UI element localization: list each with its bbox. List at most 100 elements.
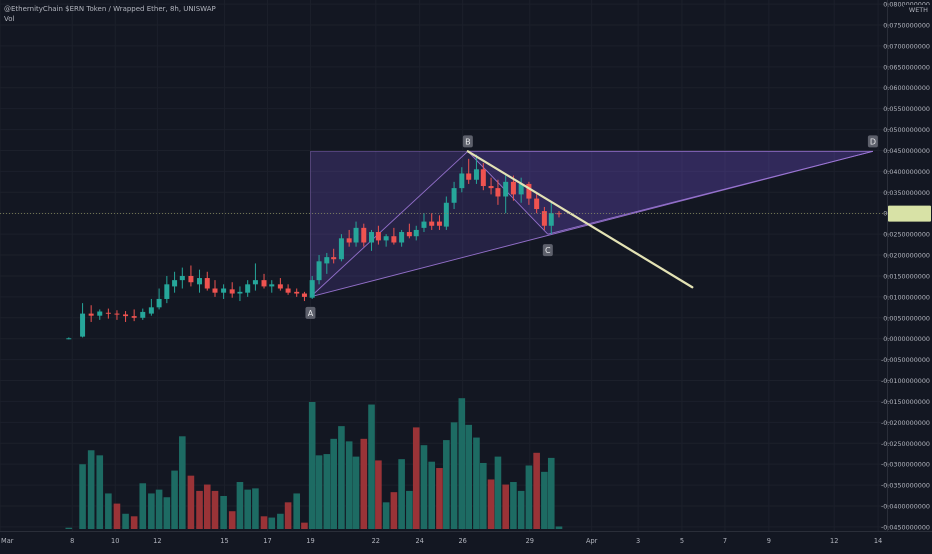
volume-bar xyxy=(502,484,509,529)
candle[interactable] xyxy=(338,234,344,262)
volume-bar xyxy=(155,489,163,529)
candle[interactable] xyxy=(172,271,178,293)
candle[interactable] xyxy=(204,271,210,291)
candle[interactable] xyxy=(97,309,103,320)
candle-body xyxy=(556,213,562,215)
pattern-point-label: D xyxy=(870,137,876,146)
candle[interactable] xyxy=(495,179,501,205)
candle[interactable] xyxy=(229,282,235,298)
volume-bar xyxy=(533,452,540,529)
candle[interactable] xyxy=(66,337,72,340)
candle[interactable] xyxy=(353,221,359,247)
pattern-point-c[interactable]: C xyxy=(542,244,553,257)
candle[interactable] xyxy=(88,305,94,322)
candle[interactable] xyxy=(541,206,547,230)
candle[interactable] xyxy=(285,284,291,295)
candle[interactable] xyxy=(459,167,465,193)
candle[interactable] xyxy=(212,280,218,297)
volume-bar xyxy=(293,493,300,529)
candle[interactable] xyxy=(556,211,562,218)
volume-bar xyxy=(428,461,436,529)
candle[interactable] xyxy=(406,223,412,239)
candle[interactable] xyxy=(301,291,307,302)
candle[interactable] xyxy=(316,255,322,285)
candle[interactable] xyxy=(518,177,524,203)
candle[interactable] xyxy=(105,308,111,319)
candle[interactable] xyxy=(375,225,381,245)
price-tick-label: -0.0450000000 xyxy=(881,523,930,531)
volume-bar xyxy=(338,426,345,529)
price-axis[interactable]: 0.0800000000 0.0750000000 0.0700000000 0.06… xyxy=(881,0,932,550)
candle-body xyxy=(197,278,203,285)
candle[interactable] xyxy=(252,263,258,291)
candle[interactable] xyxy=(269,280,275,293)
candle[interactable] xyxy=(383,234,389,247)
candle[interactable] xyxy=(488,177,494,195)
trend-line[interactable] xyxy=(466,150,694,289)
candle[interactable] xyxy=(148,298,154,316)
candle[interactable] xyxy=(443,196,449,230)
candle[interactable] xyxy=(369,229,375,251)
volume-bar xyxy=(517,490,525,529)
symbol-title[interactable]: @EthernityChain $ERN Token / Wrapped Eth… xyxy=(4,5,216,13)
candle[interactable] xyxy=(179,267,185,289)
candle[interactable] xyxy=(197,269,203,293)
time-tick-label: 10 xyxy=(111,537,119,545)
pattern-point-a[interactable]: A xyxy=(305,306,316,319)
candle[interactable] xyxy=(309,275,315,299)
candle-body xyxy=(252,280,258,285)
quote-unit-bg xyxy=(904,5,930,14)
trend-line-group[interactable] xyxy=(466,150,694,289)
candle[interactable] xyxy=(221,284,227,299)
candle[interactable] xyxy=(123,311,129,322)
pattern-leg[interactable] xyxy=(310,150,469,298)
candle[interactable] xyxy=(331,248,337,264)
candle[interactable] xyxy=(399,229,405,247)
candle[interactable] xyxy=(131,309,137,322)
candle[interactable] xyxy=(391,227,397,245)
time-axis[interactable]: Mar 8 10 12 15 17 19 22 24 26 29 Apr 3 5 7 9 12 14 xyxy=(0,531,932,550)
time-tick-label: 19 xyxy=(306,537,314,545)
volume-bar xyxy=(220,495,227,529)
candle[interactable] xyxy=(421,213,427,233)
candle[interactable] xyxy=(324,252,330,274)
candle[interactable] xyxy=(156,288,162,310)
pattern-point-b[interactable]: B xyxy=(462,135,473,148)
pattern-point-d[interactable]: D xyxy=(867,135,878,148)
candle[interactable] xyxy=(114,310,120,320)
candle[interactable] xyxy=(80,303,86,338)
candle[interactable] xyxy=(548,202,554,235)
volume-bar xyxy=(113,503,121,529)
candle[interactable] xyxy=(261,273,267,289)
pattern-point-labels[interactable]: A B C D xyxy=(305,135,878,319)
candle[interactable] xyxy=(164,275,170,304)
candle[interactable] xyxy=(429,213,435,230)
candle[interactable] xyxy=(413,225,419,241)
candle[interactable] xyxy=(480,163,486,191)
current-price-badge[interactable] xyxy=(888,205,931,222)
candle-body xyxy=(66,338,72,340)
candle[interactable] xyxy=(503,173,509,214)
candle[interactable] xyxy=(245,280,251,297)
candle[interactable] xyxy=(526,181,532,205)
candle[interactable] xyxy=(466,158,472,184)
pattern-point-label: B xyxy=(465,137,471,146)
candle[interactable] xyxy=(188,265,194,287)
candle[interactable] xyxy=(451,181,457,210)
pattern-point-badge xyxy=(305,306,316,319)
candle[interactable] xyxy=(277,278,283,291)
candle[interactable] xyxy=(237,286,243,302)
volume-legend-label[interactable]: Vol xyxy=(4,15,15,23)
candle[interactable] xyxy=(473,154,479,184)
candle[interactable] xyxy=(436,215,442,230)
quote-unit-label: WETH xyxy=(909,6,928,14)
candle[interactable] xyxy=(361,223,367,247)
candle[interactable] xyxy=(294,288,300,297)
volume-bar xyxy=(65,527,73,529)
candle[interactable] xyxy=(346,229,352,247)
candle[interactable] xyxy=(140,308,146,320)
pattern-leg[interactable] xyxy=(310,150,874,298)
candle[interactable] xyxy=(534,192,540,214)
